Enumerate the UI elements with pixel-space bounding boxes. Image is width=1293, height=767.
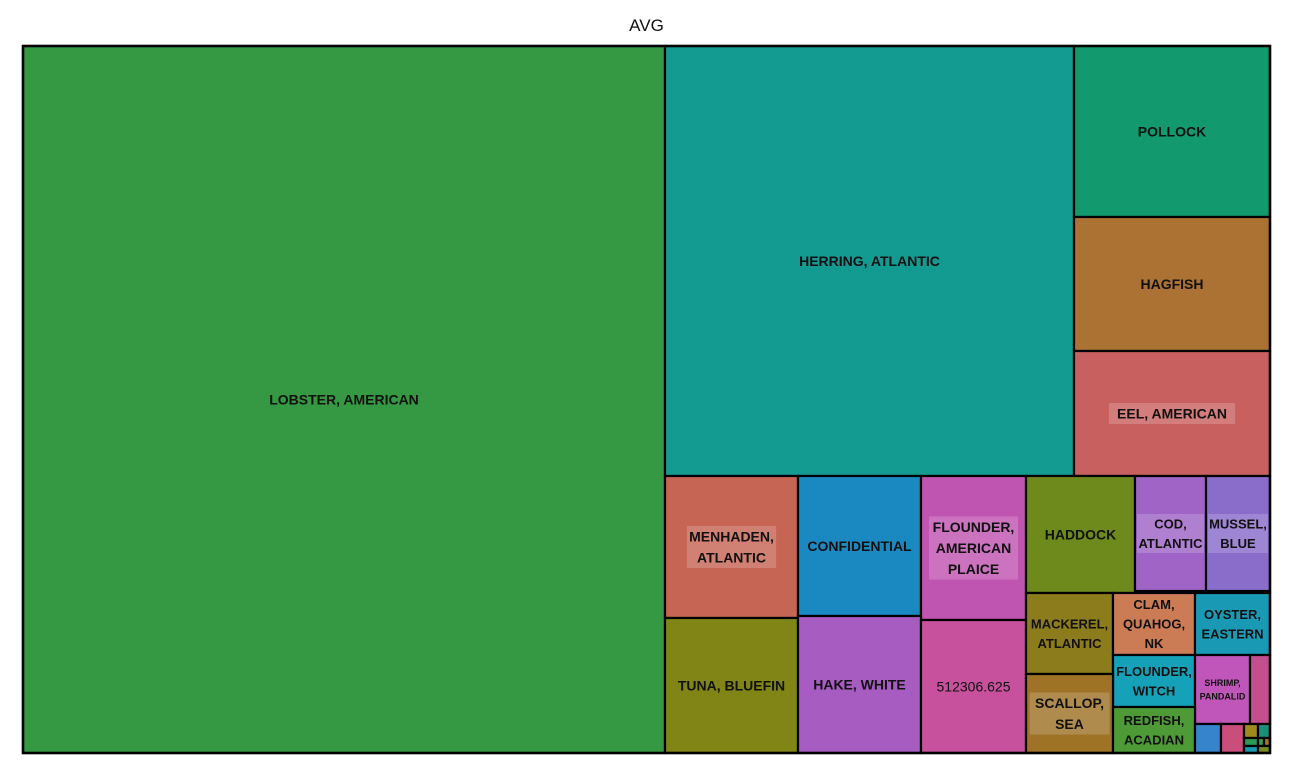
treemap-tile-mackerel-atlantic: MACKEREL, ATLANTIC — [1024, 591, 1115, 676]
treemap-rect — [1256, 722, 1272, 740]
treemap-tile-26 — [1242, 736, 1260, 748]
treemap-rect — [1024, 474, 1137, 595]
treemap-label: CLAM, QUAHOG, NK — [1123, 597, 1185, 651]
treemap-rect — [919, 618, 1028, 755]
treemap-label: COD, ATLANTIC — [1138, 516, 1203, 551]
treemap-rect — [1111, 591, 1197, 657]
treemap-tile-21 — [1248, 653, 1272, 726]
label-background — [1108, 403, 1236, 424]
treemap-rect — [1024, 591, 1115, 676]
treemap-tile-22 — [1193, 722, 1223, 755]
treemap-label: OYSTER, EASTERN — [1201, 607, 1263, 642]
treemap-tile-scallop-sea: SCALLOP, SEA — [1024, 672, 1115, 755]
treemap-tile-lobster-american: LOBSTER, AMERICAN — [21, 44, 667, 755]
treemap-label: REDFISH, ACADIAN — [1124, 713, 1185, 748]
chart-title: AVG — [629, 16, 664, 35]
treemap-label: HAKE, WHITE — [813, 677, 906, 693]
label-background — [1208, 514, 1268, 553]
treemap-tile-24 — [1242, 722, 1260, 740]
treemap-tile-redfish-acadian: REDFISH, ACADIAN — [1111, 705, 1197, 755]
label-background — [1029, 692, 1110, 735]
treemap-tile-shrimp-pandalid: SHRIMP, PANDALID — [1193, 653, 1252, 726]
treemap-tile-hagfish: HAGFISH — [1072, 215, 1272, 353]
treemap-rect — [1219, 722, 1246, 755]
treemap-label: CONFIDENTIAL — [807, 538, 912, 554]
treemap-tile-25 — [1256, 722, 1272, 740]
label-background — [1137, 514, 1204, 553]
treemap-rect — [663, 616, 800, 755]
treemap-label: FLOUNDER, AMERICAN PLAICE — [933, 519, 1015, 577]
treemap-rect — [796, 614, 923, 755]
treemap-tile-menhaden-atlantic: MENHADEN, ATLANTIC — [663, 474, 800, 620]
treemap-rect — [1193, 591, 1272, 657]
label-background — [928, 516, 1019, 580]
treemap-tile-confidential: CONFIDENTIAL — [796, 474, 923, 618]
treemap-label: 512306.625 — [937, 679, 1011, 695]
treemap-rect — [1248, 653, 1272, 726]
treemap-label: MENHADEN, ATLANTIC — [689, 529, 774, 566]
treemap-tile-herring-atlantic: HERRING, ATLANTIC — [663, 44, 1076, 478]
treemap-label: MUSSEL, BLUE — [1209, 516, 1267, 551]
treemap-label: TUNA, BLUEFIN — [678, 678, 785, 694]
treemap-label: MACKEREL, ATLANTIC — [1031, 616, 1108, 651]
treemap-tile-oyster-eastern: OYSTER, EASTERN — [1193, 591, 1272, 657]
treemap-label: HADDOCK — [1045, 527, 1117, 543]
treemap-label: HERRING, ATLANTIC — [799, 253, 940, 269]
treemap-label: FLOUNDER, WITCH — [1116, 664, 1192, 699]
treemap-tile-haddock: HADDOCK — [1024, 474, 1137, 595]
treemap-label: EEL, AMERICAN — [1117, 406, 1227, 422]
treemap-tile-23 — [1219, 722, 1246, 755]
treemap-tile-pollock: POLLOCK — [1072, 44, 1272, 219]
treemap-border — [21, 44, 1272, 755]
treemap-tile-cod-atlantic: COD, ATLANTIC — [1133, 474, 1208, 593]
treemap-label: LOBSTER, AMERICAN — [269, 392, 419, 408]
treemap-label: POLLOCK — [1138, 124, 1206, 140]
treemap-rect — [796, 474, 923, 618]
treemap-tile-eel-american: EEL, AMERICAN — [1072, 349, 1272, 478]
treemap-tile-flounder-american-plaice: FLOUNDER, AMERICAN PLAICE — [919, 474, 1028, 622]
treemap-tile-512306-625: 512306.625 — [919, 618, 1028, 755]
treemap-rect — [663, 44, 1076, 478]
treemap-tile-flounder-witch: FLOUNDER, WITCH — [1111, 653, 1197, 709]
treemap-tile-hake-white: HAKE, WHITE — [796, 614, 923, 755]
treemap-rect — [1193, 653, 1252, 726]
treemap-tile-tuna-bluefin: TUNA, BLUEFIN — [663, 616, 800, 755]
treemap-label: SCALLOP, SEA — [1035, 695, 1104, 732]
label-background — [686, 526, 777, 568]
treemap-rect — [1111, 653, 1197, 709]
treemap-tile-clam-quahog-nk: CLAM, QUAHOG, NK — [1111, 591, 1197, 657]
treemap-rect — [1193, 722, 1223, 755]
treemap-tile-mussel-blue: MUSSEL, BLUE — [1204, 474, 1272, 593]
treemap-rect — [1242, 736, 1260, 748]
treemap-label: HAGFISH — [1141, 276, 1204, 292]
treemap-rect — [1242, 722, 1260, 740]
treemap-label: SHRIMP, PANDALID — [1200, 678, 1246, 702]
